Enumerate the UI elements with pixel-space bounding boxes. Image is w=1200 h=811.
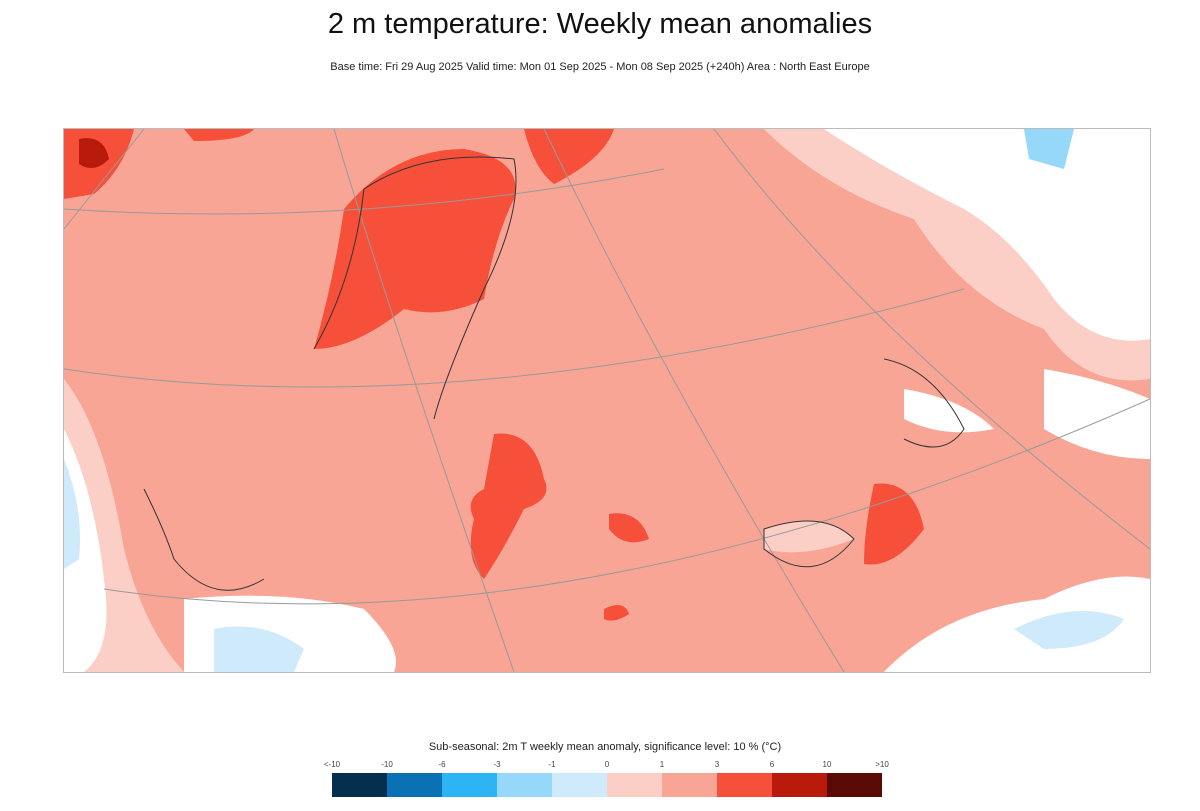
- legend-label: -10: [381, 760, 393, 769]
- legend-label: 1: [659, 760, 665, 769]
- legend-title: Sub-seasonal: 2m T weekly mean anomaly, …: [428, 741, 782, 753]
- coastlines: [143, 156, 965, 591]
- legend-swatch: [442, 773, 497, 797]
- legend-swatch: [827, 773, 882, 797]
- legend-label: 0: [604, 760, 610, 769]
- legend-label: 3: [714, 760, 720, 769]
- warm-scandinavia: [314, 149, 516, 349]
- graticule: [63, 128, 1151, 673]
- legend-swatch: [332, 773, 387, 797]
- legend-swatch: [662, 773, 717, 797]
- neutral-area-west: [64, 429, 107, 672]
- light-black-sea: [764, 521, 854, 553]
- warm-barents: [524, 129, 614, 184]
- legend-labels: <-10 -10 -6 -3 -1 0 1 3 6 10 >10: [324, 760, 889, 772]
- legend-swatch: [772, 773, 827, 797]
- legend-swatch: [717, 773, 772, 797]
- legend-color-bar: [332, 773, 882, 797]
- warm-north-sea-patch: [184, 129, 254, 141]
- legend-swatch: [387, 773, 442, 797]
- neutral-area-east2: [1044, 369, 1150, 459]
- legend-label: -3: [493, 760, 501, 769]
- legend-label: >10: [875, 760, 889, 769]
- subtitle: Base time: Fri 29 Aug 2025 Valid time: M…: [330, 61, 870, 73]
- cool-area-southeast: [1014, 611, 1124, 649]
- map-svg: [63, 128, 1151, 673]
- legend-label: -1: [548, 760, 556, 769]
- warm-ukraine: [609, 513, 649, 543]
- anomaly-map: [63, 128, 1151, 673]
- neutral-area-southeast: [884, 576, 1150, 672]
- neutral-caspian: [904, 389, 994, 433]
- legend-label: 6: [769, 760, 775, 769]
- legend-label: -6: [438, 760, 446, 769]
- cool-area-northeast: [1024, 129, 1074, 169]
- legend-label: <-10: [323, 760, 341, 769]
- neutral-area-east: [824, 129, 1150, 341]
- very-warm-greenland: [79, 138, 109, 168]
- page-title: 2 m temperature: Weekly mean anomalies: [327, 8, 873, 40]
- legend-swatch: [497, 773, 552, 797]
- cool-area-south: [214, 626, 304, 672]
- warm-balkans: [604, 605, 629, 621]
- legend-swatch: [607, 773, 662, 797]
- legend-label: 10: [822, 760, 832, 769]
- legend-swatch: [552, 773, 607, 797]
- cool-area-west: [64, 459, 80, 569]
- warm-poland: [470, 433, 547, 579]
